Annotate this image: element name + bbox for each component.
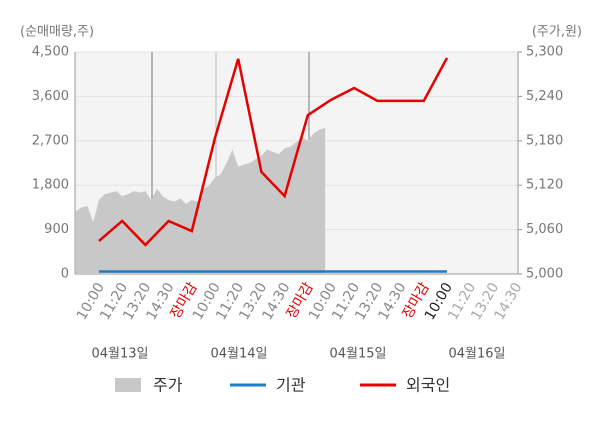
y-tick-label: 900 bbox=[44, 222, 69, 237]
y2-tick-label: 5,300 bbox=[526, 45, 563, 60]
y-tick-label: 2,700 bbox=[32, 133, 69, 148]
legend-label: 주가 bbox=[153, 376, 183, 395]
date-label: 04월14일 bbox=[210, 347, 267, 362]
legend-swatch bbox=[115, 378, 141, 392]
date-label: 04월16일 bbox=[448, 347, 505, 362]
y-tick-label: 3,600 bbox=[32, 89, 69, 104]
date-label: 04월13일 bbox=[91, 347, 148, 362]
series-line bbox=[98, 57, 449, 247]
y2-tick-label: 5,000 bbox=[526, 267, 563, 282]
y2-axis-label: (주가,원) bbox=[532, 25, 582, 40]
y-tick-label: 0 bbox=[61, 267, 69, 282]
y2-tick-label: 5,240 bbox=[526, 89, 563, 104]
y2-tick-label: 5,060 bbox=[526, 222, 563, 237]
y-axis-label: (순매매량,주) bbox=[20, 25, 94, 40]
y-tick-label: 4,500 bbox=[32, 45, 69, 60]
legend-label: 외국인 bbox=[406, 376, 450, 395]
date-label: 04월15일 bbox=[329, 347, 386, 362]
y2-tick-label: 5,180 bbox=[526, 133, 563, 148]
y2-tick-label: 5,120 bbox=[526, 178, 563, 193]
y-tick-label: 1,800 bbox=[32, 178, 69, 193]
legend-label: 기관 bbox=[276, 376, 306, 395]
